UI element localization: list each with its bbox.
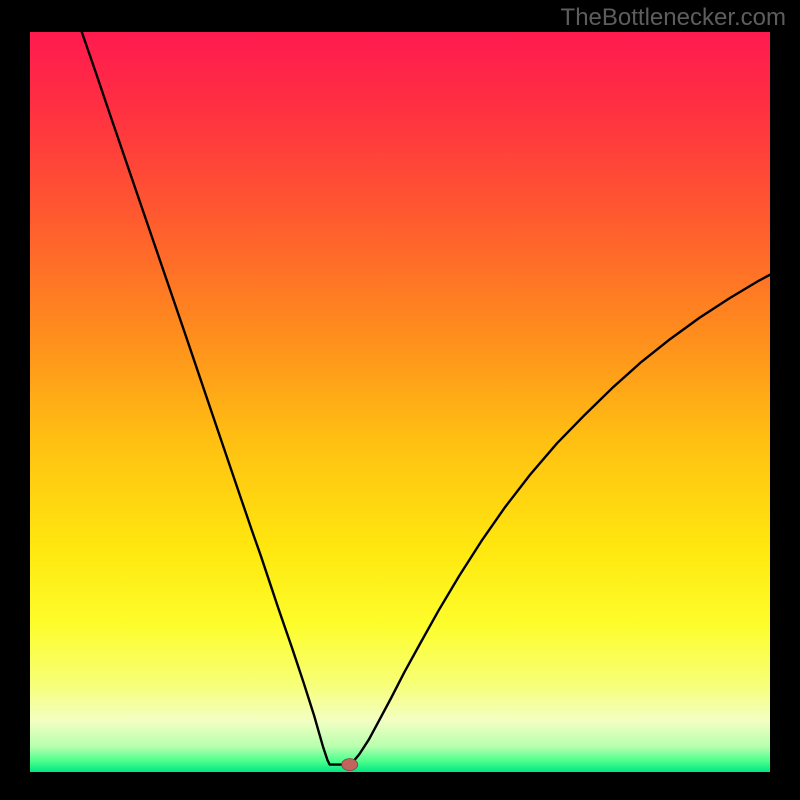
plot-frame: [30, 32, 770, 772]
watermark-text: TheBottlenecker.com: [561, 4, 786, 32]
gradient-background: [30, 32, 770, 772]
